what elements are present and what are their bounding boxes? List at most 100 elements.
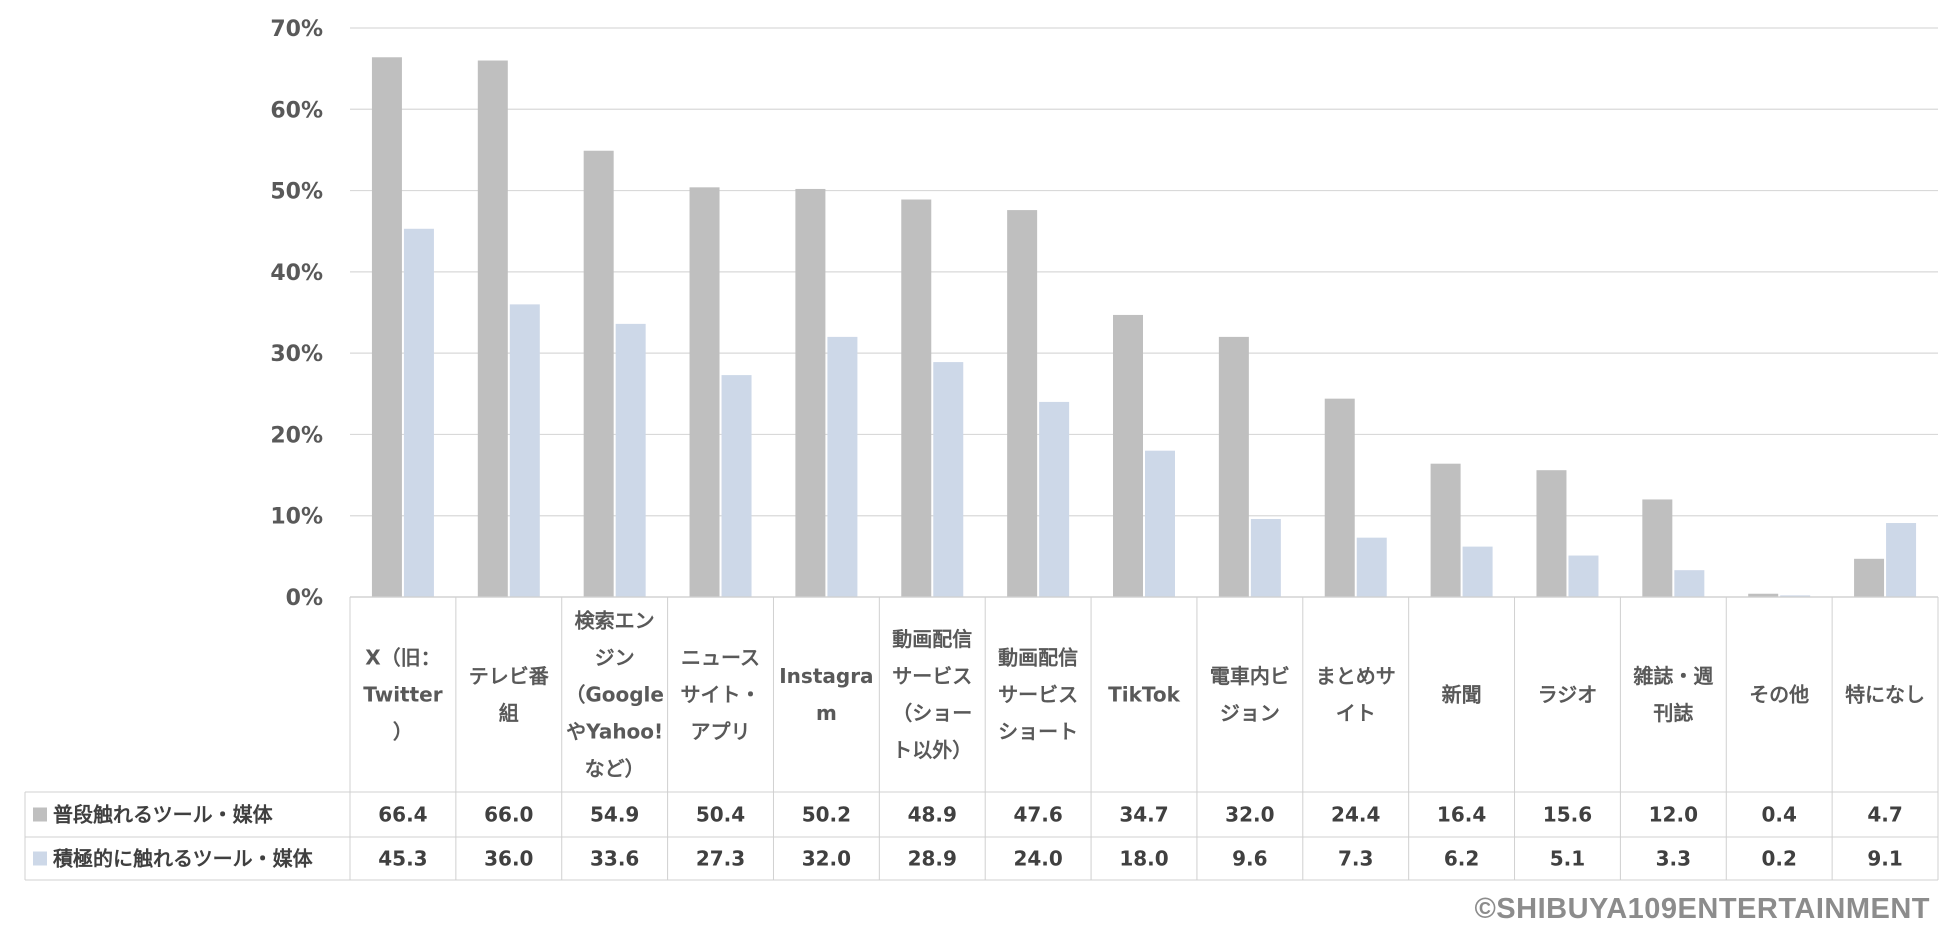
data-cell: 34.7 xyxy=(1119,803,1168,827)
data-cell: 48.9 xyxy=(908,803,957,827)
category-label: 新聞 xyxy=(1442,683,1482,707)
data-cell: 9.6 xyxy=(1232,847,1267,871)
category-label: 雑誌・週 xyxy=(1632,664,1713,688)
data-cell: 24.0 xyxy=(1013,847,1062,871)
data-cell: 12.0 xyxy=(1649,803,1698,827)
data-cell: 0.2 xyxy=(1761,847,1796,871)
category-label: 刊誌 xyxy=(1653,701,1693,725)
bar-active xyxy=(403,228,434,598)
data-cell: 66.4 xyxy=(378,803,427,827)
data-cell: 32.0 xyxy=(1225,803,1274,827)
bar-active xyxy=(1462,546,1493,597)
category-label: 検索エン xyxy=(575,609,655,633)
category-label: （Google xyxy=(565,683,664,707)
category-label: サービス xyxy=(998,683,1078,707)
category-label: サイト・ xyxy=(681,683,761,707)
category-label: イト xyxy=(1336,701,1376,725)
category-label: ニュース xyxy=(681,646,760,670)
category-label: その他 xyxy=(1749,683,1809,707)
data-cell: 0.4 xyxy=(1761,803,1796,827)
data-cell: 66.0 xyxy=(484,803,533,827)
bar-active xyxy=(1780,595,1811,597)
bar-active xyxy=(1145,450,1175,597)
category-label: TikTok xyxy=(1108,683,1181,707)
data-cell: 3.3 xyxy=(1656,847,1691,871)
bar-usual xyxy=(1430,463,1461,597)
category-label: 電車内ビ xyxy=(1210,664,1290,688)
bar-active xyxy=(1356,537,1387,597)
legend-swatch xyxy=(33,807,47,822)
category-label: やYahoo! xyxy=(566,720,663,744)
bar-usual xyxy=(1218,336,1249,597)
bar-active xyxy=(1568,555,1599,597)
bar-usual xyxy=(1854,558,1885,597)
data-cell: 7.3 xyxy=(1338,847,1373,871)
category-label: など） xyxy=(585,757,645,781)
y-tick-label: 70% xyxy=(270,17,323,42)
data-cell: 28.9 xyxy=(908,847,957,871)
bar-usual xyxy=(1113,314,1143,597)
data-cell: 4.7 xyxy=(1867,803,1902,827)
bar-active xyxy=(1039,401,1070,597)
category-label: （ショー xyxy=(892,701,972,725)
data-cell: 33.6 xyxy=(590,847,639,871)
category-label: ラジオ xyxy=(1538,683,1598,707)
category-label: アプリ xyxy=(691,720,751,744)
bar-active xyxy=(1674,570,1705,597)
data-cell: 32.0 xyxy=(802,847,851,871)
category-label: 特になし xyxy=(1845,683,1925,707)
data-cell: 47.6 xyxy=(1013,803,1062,827)
data-cell: 18.0 xyxy=(1119,847,1168,871)
bar-active xyxy=(933,362,964,597)
category-label: テレビ番 xyxy=(469,664,550,688)
y-tick-label: 40% xyxy=(270,261,323,286)
bar-usual xyxy=(1642,499,1673,597)
category-label: まとめサ xyxy=(1316,664,1396,688)
bar-usual xyxy=(1536,470,1567,597)
bar-usual xyxy=(795,188,826,597)
category-label: X（旧： xyxy=(365,646,440,670)
category-label: Twitter xyxy=(363,683,442,707)
data-cell: 5.1 xyxy=(1550,847,1585,871)
bar-active xyxy=(615,323,646,597)
data-cell: 9.1 xyxy=(1867,847,1902,871)
data-cell: 50.2 xyxy=(802,803,851,827)
data-cell: 50.4 xyxy=(696,803,745,827)
bar-usual xyxy=(1748,593,1779,597)
legend-swatch xyxy=(33,851,47,866)
bar-usual xyxy=(583,150,614,597)
data-cell: 24.4 xyxy=(1331,803,1380,827)
category-label: Instagra xyxy=(779,664,873,688)
y-tick-label: 10% xyxy=(270,505,323,530)
category-label: ト以外） xyxy=(892,738,972,762)
bar-active xyxy=(1250,518,1281,597)
data-cell: 15.6 xyxy=(1543,803,1592,827)
data-cell: 36.0 xyxy=(484,847,533,871)
y-tick-label: 20% xyxy=(270,423,323,448)
category-label: ジン xyxy=(595,646,635,670)
category-label: ジョン xyxy=(1220,701,1280,725)
y-tick-label: 50% xyxy=(270,180,323,205)
category-label: サービス xyxy=(892,664,972,688)
data-cell: 6.2 xyxy=(1444,847,1479,871)
y-tick-label: 30% xyxy=(270,342,323,367)
bar-active xyxy=(827,336,858,597)
y-tick-label: 60% xyxy=(270,98,323,123)
data-cell: 16.4 xyxy=(1437,803,1486,827)
legend-label: 普段触れるツール・媒体 xyxy=(53,803,274,827)
bar-usual xyxy=(689,187,720,597)
category-label: ショート xyxy=(998,720,1078,744)
bar-usual xyxy=(477,60,508,598)
copyright-text: ©SHIBUYA109ENTERTAINMENT xyxy=(1474,893,1930,925)
bar-usual xyxy=(1324,398,1355,597)
bar-active xyxy=(721,375,752,597)
category-label: m xyxy=(816,701,837,725)
bar-active xyxy=(1886,523,1917,597)
bar-usual xyxy=(1007,210,1038,597)
category-label: ） xyxy=(393,720,413,744)
category-label: 組 xyxy=(499,701,519,725)
bar-usual xyxy=(901,199,932,597)
y-tick-label: 0% xyxy=(286,586,323,611)
data-cell: 27.3 xyxy=(696,847,745,871)
